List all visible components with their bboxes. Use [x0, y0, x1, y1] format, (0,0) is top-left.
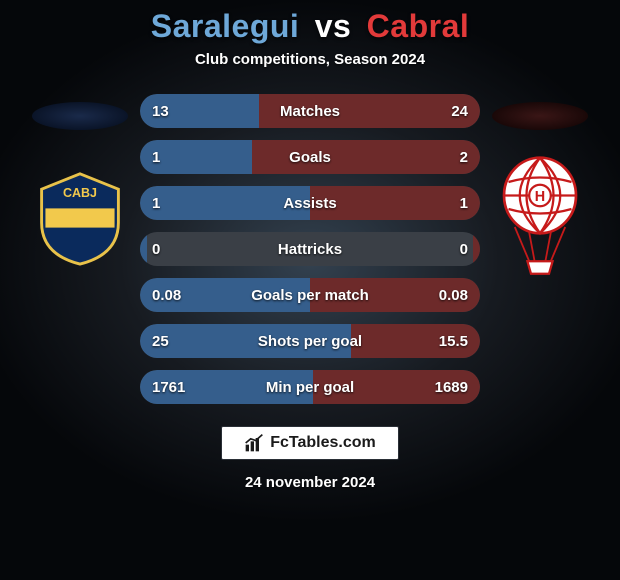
bar-fill-right [310, 186, 480, 220]
stat-row: 1324Matches [140, 94, 480, 128]
player1-name: Saralegui [151, 8, 300, 44]
brand-box: FcTables.com [221, 426, 399, 460]
player2-name: Cabral [367, 8, 470, 44]
stat-row: 2515.5Shots per goal [140, 324, 480, 358]
bar-fill-right [310, 278, 480, 312]
bar-fill-left [140, 324, 351, 358]
footer: FcTables.com 24 november 2024 [0, 426, 620, 491]
brand-text: FcTables.com [270, 434, 376, 452]
bar-fill-left [140, 186, 310, 220]
bar-fill-left [140, 94, 259, 128]
svg-text:CABJ: CABJ [63, 186, 97, 200]
bar-fill-left [140, 232, 147, 266]
stat-row: 17611689Min per goal [140, 370, 480, 404]
stat-row: 0 0Hattricks [140, 232, 480, 266]
comparison-title: Saralegui vs Cabral [0, 8, 620, 45]
stat-bars: 1324Matches 12Goals 11Assists 0 0Hattricks 0.… [140, 94, 480, 404]
balloon-icon: H [495, 155, 585, 281]
svg-text:H: H [535, 189, 545, 205]
right-crest-column: H [480, 94, 600, 266]
boca-juniors-crest: CABJ [32, 170, 128, 266]
right-color-ellipse [492, 102, 588, 130]
stat-label: Hattricks [140, 232, 480, 266]
bar-fill-left [140, 370, 313, 404]
bar-fill-right [351, 324, 480, 358]
bar-fill-right [252, 140, 480, 174]
vs-text: vs [315, 8, 352, 44]
chart-icon [244, 433, 264, 453]
subtitle: Club competitions, Season 2024 [0, 51, 620, 68]
bar-fill-right [313, 370, 480, 404]
bar-fill-right [259, 94, 480, 128]
stat-value-right: 0 [460, 232, 468, 266]
left-color-ellipse [32, 102, 128, 130]
stat-row: 11Assists [140, 186, 480, 220]
card-content: Saralegui vs Cabral Club competitions, S… [0, 0, 620, 580]
main-row: CABJ 1324Matches 12Goals 11Assists 0 0Hattri… [0, 94, 620, 404]
bar-fill-left [140, 278, 310, 312]
left-crest-column: CABJ [20, 94, 140, 266]
huracan-crest: H [492, 170, 588, 266]
shield-icon: CABJ [32, 170, 128, 266]
bar-fill-left [140, 140, 252, 174]
bar-fill-right [473, 232, 480, 266]
stat-value-left: 0 [152, 232, 160, 266]
stat-row: 0.080.08Goals per match [140, 278, 480, 312]
stat-row: 12Goals [140, 140, 480, 174]
date-text: 24 november 2024 [245, 474, 375, 491]
